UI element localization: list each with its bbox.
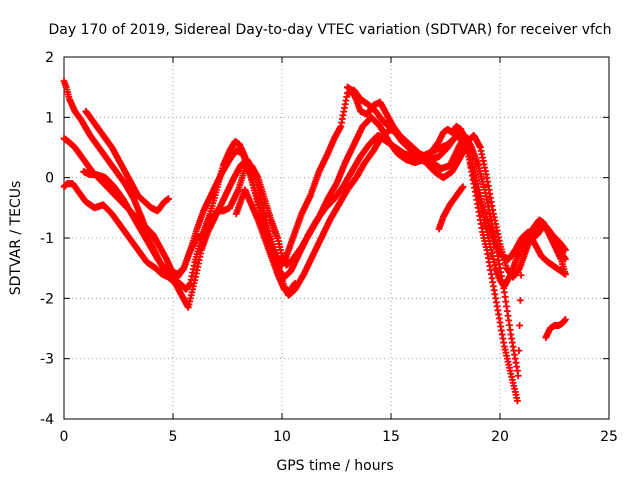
chart-title: Day 170 of 2019, Sidereal Day-to-day VTE… <box>48 22 611 38</box>
y-tick-label: -3 <box>40 352 54 368</box>
x-tick-label: 15 <box>382 429 400 445</box>
y-tick-label: -1 <box>40 231 54 247</box>
tick-label-layer: 0 5 10 15 20 25 -4 -3 -2 -1 0 1 2 <box>40 50 618 445</box>
series-3 <box>60 126 569 311</box>
y-tick-label: 2 <box>45 50 54 66</box>
x-tick-label: 5 <box>169 429 178 445</box>
y-tick-label: -2 <box>40 291 54 307</box>
x-tick-label: 25 <box>600 429 618 445</box>
y-tick-label: -4 <box>40 412 54 428</box>
y-tick-label: 0 <box>45 171 54 187</box>
series-layer <box>60 77 569 405</box>
x-tick-label: 10 <box>273 429 291 445</box>
x-tick-label: 20 <box>491 429 509 445</box>
axis-layer <box>63 56 610 420</box>
x-tick-label: 0 <box>60 429 69 445</box>
y-tick-label: 1 <box>45 110 54 126</box>
